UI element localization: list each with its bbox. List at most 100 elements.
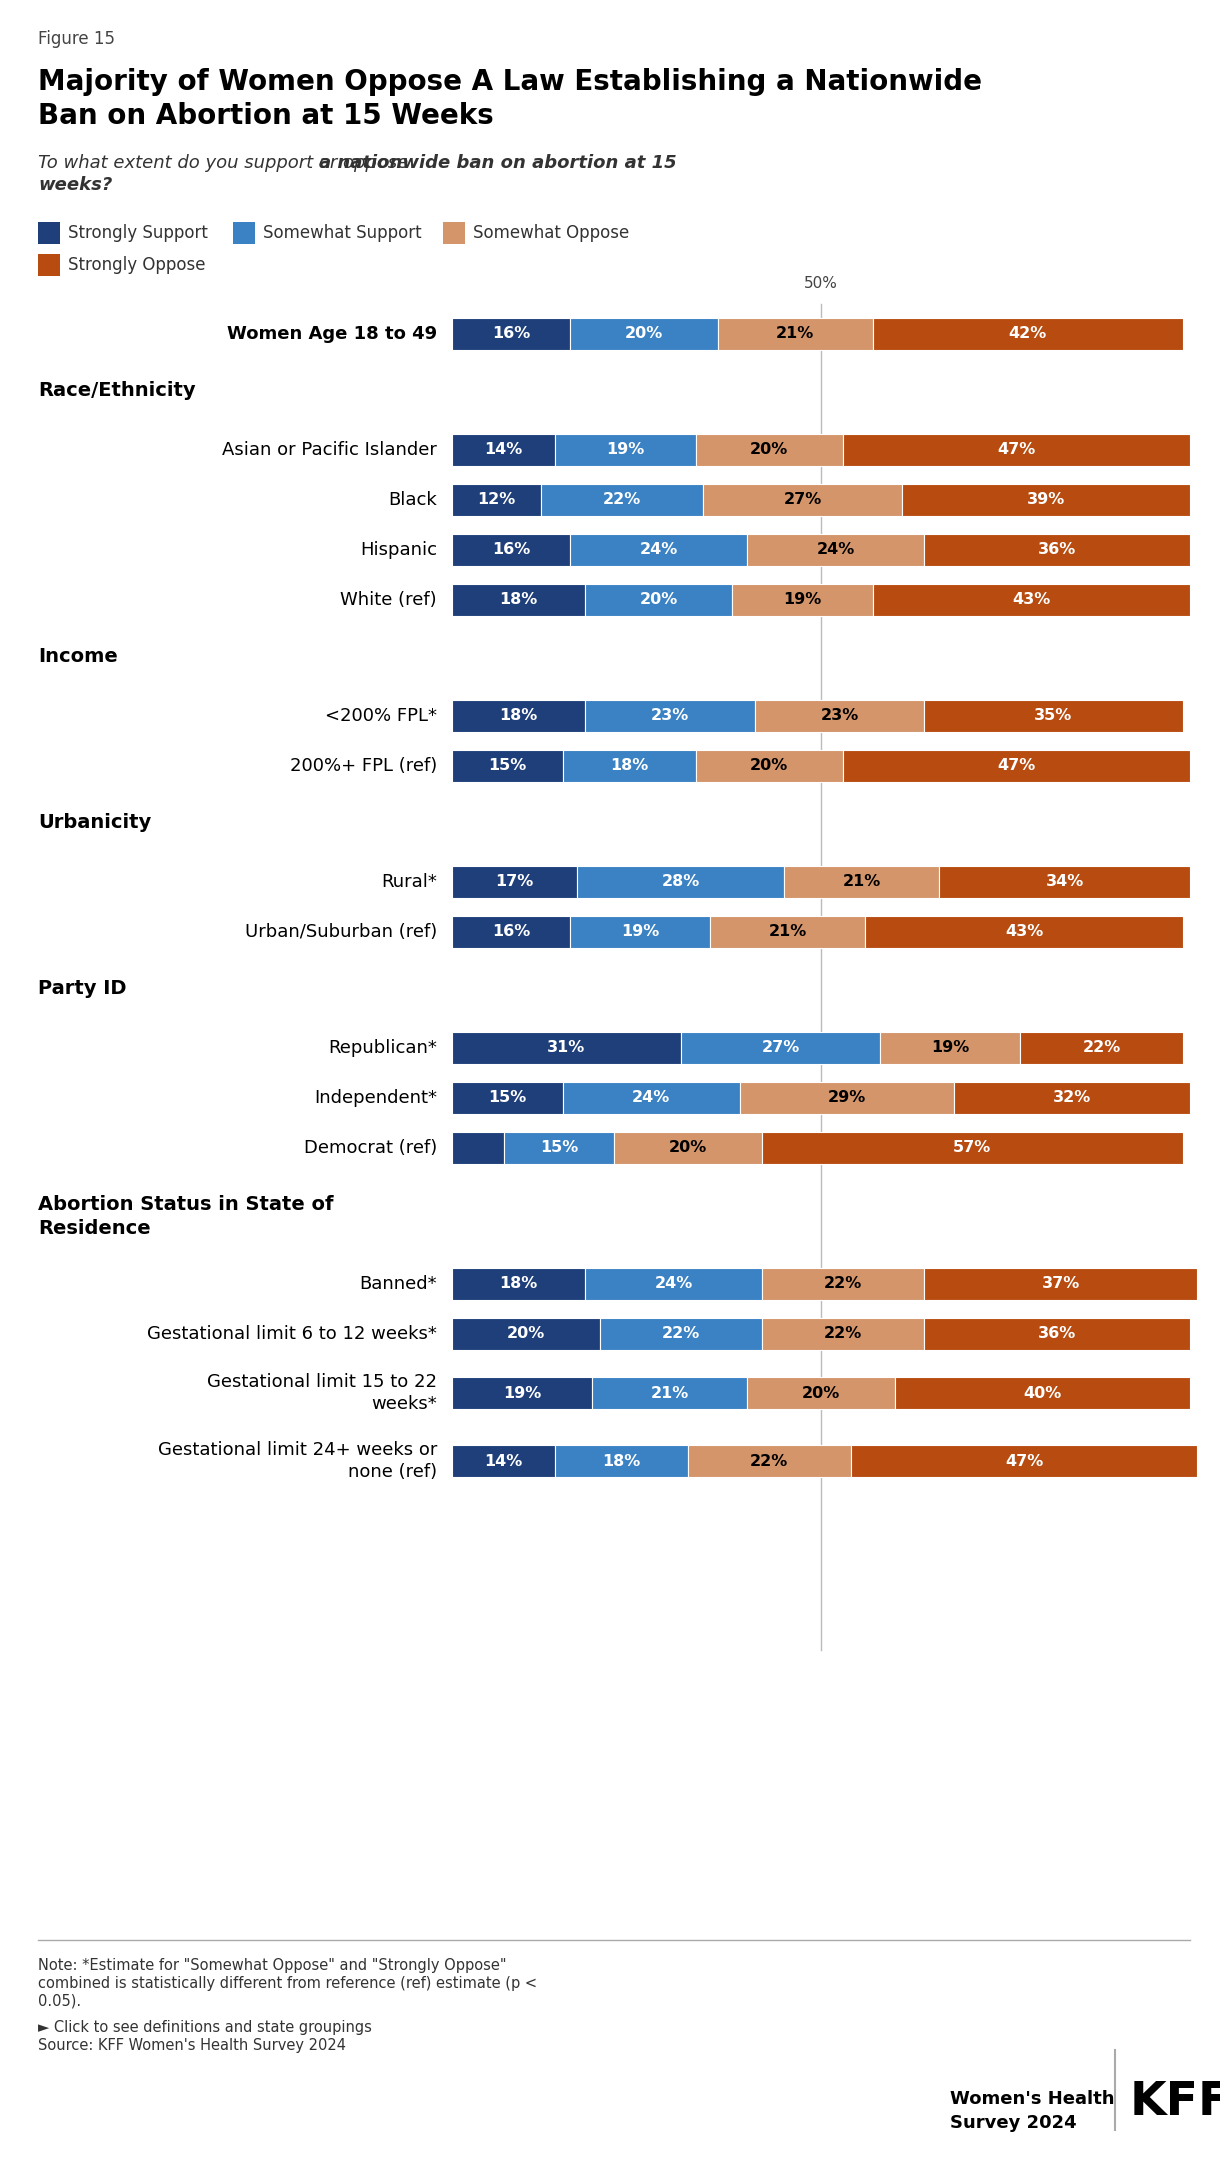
Bar [717, 318, 872, 351]
Text: 32%: 32% [1053, 1091, 1091, 1106]
Bar [451, 484, 540, 516]
Bar [599, 1318, 762, 1350]
Text: Independent*: Independent* [314, 1089, 437, 1106]
Text: 15%: 15% [488, 758, 527, 773]
Bar [762, 1268, 925, 1300]
Text: 19%: 19% [783, 592, 822, 608]
Text: 40%: 40% [1024, 1385, 1061, 1400]
Bar [762, 1133, 1182, 1163]
Text: Source: KFF Women's Health Survey 2024: Source: KFF Women's Health Survey 2024 [38, 2039, 346, 2054]
Bar [1020, 1032, 1182, 1065]
Text: 37%: 37% [1042, 1276, 1080, 1292]
Text: 20%: 20% [750, 442, 788, 457]
Text: 19%: 19% [503, 1385, 542, 1400]
Bar [732, 584, 872, 616]
Text: 57%: 57% [953, 1141, 992, 1157]
Text: 19%: 19% [621, 923, 659, 939]
Bar [865, 917, 1182, 947]
Text: 14%: 14% [484, 442, 523, 457]
Bar [555, 1444, 688, 1477]
Text: Hispanic: Hispanic [360, 540, 437, 560]
Text: ► Click to see definitions and state groupings: ► Click to see definitions and state gro… [38, 2019, 372, 2034]
Bar [451, 584, 584, 616]
Text: <200% FPL*: <200% FPL* [325, 708, 437, 725]
Text: 20%: 20% [802, 1385, 841, 1400]
Text: 24%: 24% [816, 542, 855, 558]
Bar [577, 867, 784, 897]
Text: 29%: 29% [827, 1091, 866, 1106]
Text: 43%: 43% [1013, 592, 1050, 608]
Bar [451, 534, 570, 566]
Text: 23%: 23% [650, 708, 689, 723]
Text: 18%: 18% [499, 592, 538, 608]
Bar [872, 318, 1182, 351]
Bar [695, 749, 843, 782]
Text: 17%: 17% [495, 876, 534, 889]
Bar [451, 1082, 562, 1113]
Bar [451, 433, 555, 466]
Bar [710, 917, 865, 947]
Text: Democrat (ref): Democrat (ref) [304, 1139, 437, 1157]
Bar [451, 1444, 555, 1477]
Bar [562, 1082, 739, 1113]
Bar [570, 917, 710, 947]
Bar [681, 1032, 880, 1065]
Text: 21%: 21% [776, 327, 814, 342]
Text: KFF: KFF [1130, 2080, 1220, 2126]
Text: 20%: 20% [669, 1141, 708, 1157]
Bar [570, 318, 717, 351]
Text: 22%: 22% [1082, 1041, 1120, 1056]
Text: 24%: 24% [654, 1276, 693, 1292]
Bar [38, 255, 60, 277]
Text: Income: Income [38, 647, 118, 666]
Text: Abortion Status in State of
Residence: Abortion Status in State of Residence [38, 1196, 333, 1237]
Text: 16%: 16% [492, 327, 531, 342]
Bar [451, 867, 577, 897]
Text: Banned*: Banned* [360, 1274, 437, 1294]
Text: 12%: 12% [477, 492, 515, 507]
Text: 20%: 20% [639, 592, 678, 608]
Bar [880, 1032, 1020, 1065]
Bar [850, 1444, 1197, 1477]
Text: Party ID: Party ID [38, 978, 127, 998]
Bar [739, 1082, 954, 1113]
Bar [784, 867, 939, 897]
Text: Asian or Pacific Islander: Asian or Pacific Islander [222, 440, 437, 460]
Text: Strongly Oppose: Strongly Oppose [68, 257, 205, 274]
Text: 50%: 50% [804, 277, 838, 292]
Text: 36%: 36% [1038, 542, 1076, 558]
Bar [925, 1268, 1197, 1300]
Bar [570, 534, 747, 566]
Bar [451, 917, 570, 947]
Text: a nationwide ban on abortion at 15: a nationwide ban on abortion at 15 [318, 155, 676, 172]
Bar [584, 699, 755, 732]
Text: Gestational limit 15 to 22
weeks*: Gestational limit 15 to 22 weeks* [207, 1374, 437, 1414]
Bar [38, 222, 60, 244]
Text: 15%: 15% [540, 1141, 578, 1157]
Text: 21%: 21% [650, 1385, 689, 1400]
Text: Gestational limit 24+ weeks or
none (ref): Gestational limit 24+ weeks or none (ref… [157, 1442, 437, 1481]
Bar [762, 1318, 925, 1350]
Text: Women's Health
Survey 2024: Women's Health Survey 2024 [950, 2091, 1115, 2132]
Bar [747, 1376, 894, 1409]
Text: 22%: 22% [603, 492, 640, 507]
Text: 18%: 18% [610, 758, 648, 773]
Text: Somewhat Support: Somewhat Support [264, 224, 422, 242]
Text: 47%: 47% [1005, 1453, 1043, 1468]
Text: 36%: 36% [1038, 1326, 1076, 1342]
Text: 18%: 18% [603, 1453, 640, 1468]
Text: 22%: 22% [824, 1326, 863, 1342]
Text: 16%: 16% [492, 542, 531, 558]
Text: 22%: 22% [750, 1453, 788, 1468]
Bar [843, 433, 1190, 466]
Text: 200%+ FPL (ref): 200%+ FPL (ref) [290, 758, 437, 775]
Bar [894, 1376, 1190, 1409]
Bar [451, 1268, 584, 1300]
Bar [451, 749, 562, 782]
Text: 20%: 20% [506, 1326, 545, 1342]
Bar [584, 584, 732, 616]
Text: Majority of Women Oppose A Law Establishing a Nationwide: Majority of Women Oppose A Law Establish… [38, 68, 982, 96]
Bar [555, 433, 695, 466]
Text: weeks?: weeks? [38, 176, 112, 194]
Text: Urban/Suburban (ref): Urban/Suburban (ref) [245, 923, 437, 941]
